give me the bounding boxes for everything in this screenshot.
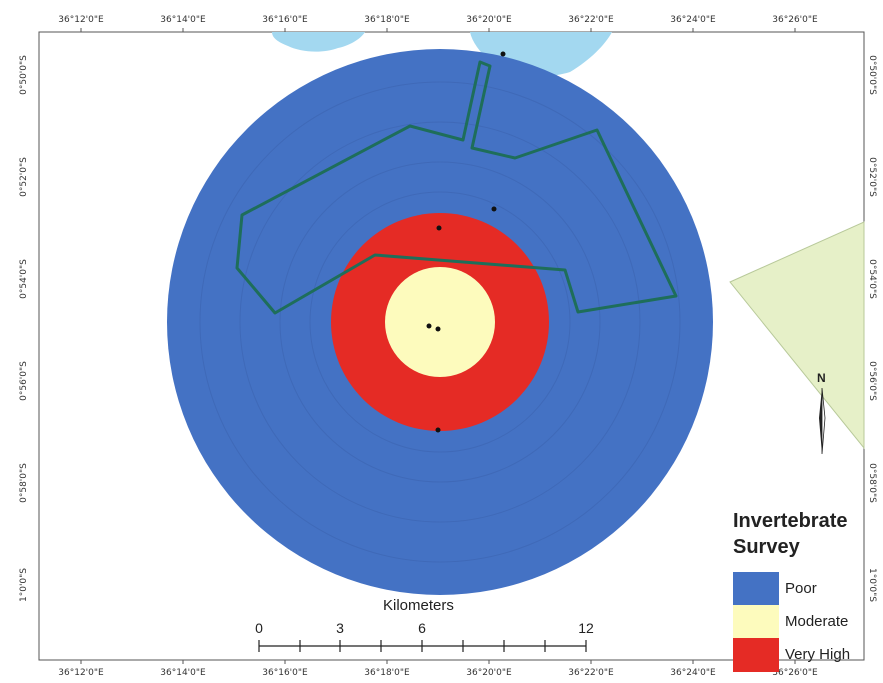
- legend-item-very-high: Very High: [733, 638, 883, 672]
- legend-label-poor: Poor: [785, 580, 817, 597]
- scale-bar-title: Kilometers: [383, 597, 454, 614]
- graticule-top-7: 36°24'0"E: [670, 15, 716, 25]
- north-arrow-icon: [819, 387, 826, 455]
- graticule-bottom-7: 36°24'0"E: [670, 668, 716, 678]
- scale-bar: [258, 640, 587, 652]
- zone-contours: [199, 81, 681, 563]
- legend-title-line2: Survey: [733, 536, 800, 558]
- lake-water-left: [272, 32, 365, 52]
- scale-label-0: 0: [255, 620, 263, 636]
- scale-label-3: 3: [336, 620, 344, 636]
- graticule-top-2: 36°14'0"E: [160, 15, 206, 25]
- sample-point: [500, 51, 506, 57]
- scale-label-6: 6: [418, 620, 426, 636]
- graticule-top-3: 36°16'0"E: [262, 15, 308, 25]
- legend-title-line1: Invertebrate: [733, 510, 848, 532]
- land-polygon: [729, 221, 865, 450]
- graticule-top-6: 36°22'0"E: [568, 15, 614, 25]
- graticule-top-1: 36°12'0"E: [58, 15, 104, 25]
- legend-title: Invertebrate Survey: [733, 508, 883, 560]
- graticule-bottom-6: 36°22'0"E: [568, 668, 614, 678]
- sample-points: [426, 51, 506, 433]
- graticule-bottom-8: 36°26'0"E: [772, 668, 818, 678]
- legend-swatch-moderate: [733, 605, 779, 639]
- legend-swatch-poor: [733, 572, 779, 606]
- scale-label-12: 12: [578, 620, 594, 636]
- zone-moderate: [385, 267, 495, 377]
- legend-swatch-very-high: [733, 638, 779, 672]
- graticule-bottom-4: 36°18'0"E: [364, 668, 410, 678]
- graticule-top-8: 36°26'0"E: [772, 15, 818, 25]
- graticule-bottom-1: 36°12'0"E: [58, 668, 104, 678]
- sample-point: [436, 225, 442, 231]
- graticule-bottom-3: 36°16'0"E: [262, 668, 308, 678]
- north-label: N: [817, 371, 826, 385]
- legend-item-poor: Poor: [733, 572, 883, 606]
- graticule-bottom-5: 36°20'0"E: [466, 668, 512, 678]
- legend-label-moderate: Moderate: [785, 613, 849, 630]
- study-area-boundary: [235, 60, 678, 315]
- legend-item-moderate: Moderate: [733, 605, 883, 639]
- sample-point: [435, 427, 441, 433]
- sample-point: [426, 323, 432, 329]
- graticule-top-5: 36°20'0"E: [466, 15, 512, 25]
- sample-point: [491, 206, 497, 212]
- legend-label-very-high: Very High: [785, 646, 851, 663]
- graticule-bottom-2: 36°14'0"E: [160, 668, 206, 678]
- graticule-ticks: [80, 28, 796, 664]
- sample-point: [435, 326, 441, 332]
- graticule-top-4: 36°18'0"E: [364, 15, 410, 25]
